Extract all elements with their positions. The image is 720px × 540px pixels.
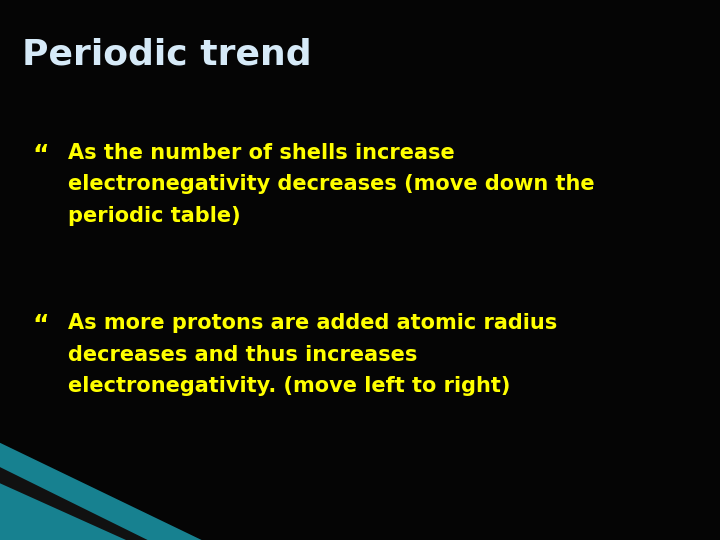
- Text: “: “: [32, 143, 49, 167]
- Text: decreases and thus increases: decreases and thus increases: [68, 345, 418, 364]
- Polygon shape: [0, 467, 148, 540]
- Text: “: “: [32, 313, 49, 337]
- Text: periodic table): periodic table): [68, 206, 241, 226]
- Text: Periodic trend: Periodic trend: [22, 38, 311, 72]
- Text: As the number of shells increase: As the number of shells increase: [68, 143, 455, 163]
- Text: As more protons are added atomic radius: As more protons are added atomic radius: [68, 313, 558, 333]
- Text: electronegativity decreases (move down the: electronegativity decreases (move down t…: [68, 174, 595, 194]
- Text: electronegativity. (move left to right): electronegativity. (move left to right): [68, 376, 510, 396]
- Polygon shape: [0, 443, 202, 540]
